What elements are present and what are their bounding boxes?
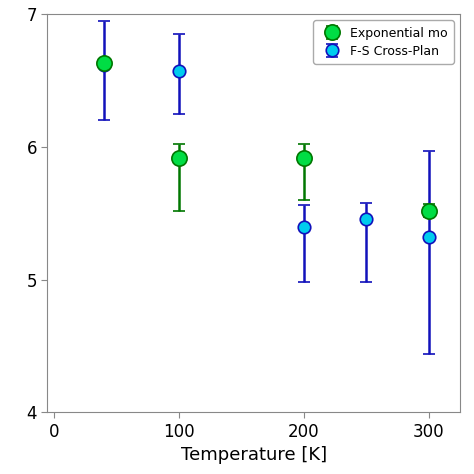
X-axis label: Temperature [K]: Temperature [K] xyxy=(181,447,327,465)
Legend: Exponential mo, F-S Cross-Plan: Exponential mo, F-S Cross-Plan xyxy=(313,20,454,64)
